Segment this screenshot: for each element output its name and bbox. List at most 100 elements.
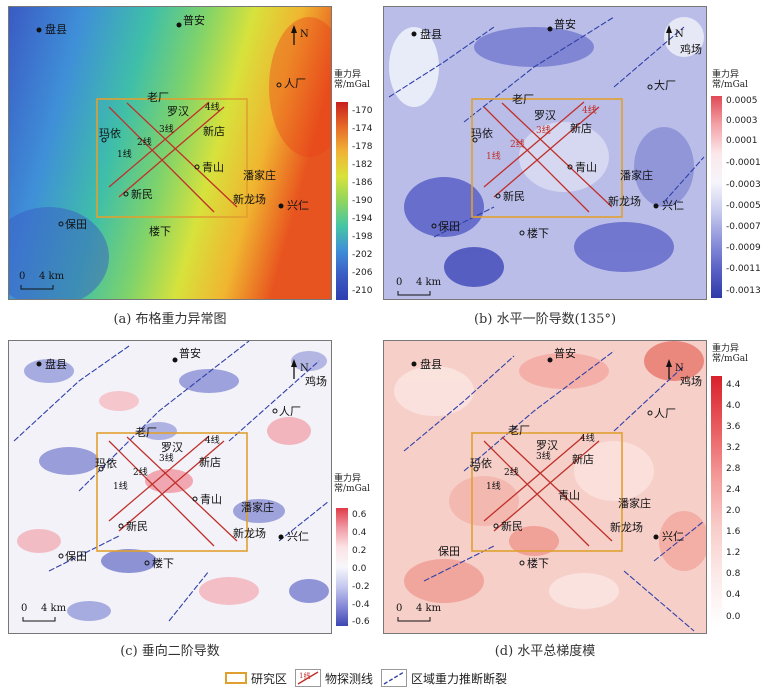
bouguer-map: 盘县 普安 人厂 老厂 罗汉 新店 玛依 青山 潘家庄 新民 新龙场 兴仁 保田… (8, 6, 332, 300)
svg-text:新店: 新店 (572, 452, 594, 466)
svg-text:罗汉: 罗汉 (161, 441, 183, 454)
svg-text:新民: 新民 (126, 519, 148, 533)
svg-text:潘家庄: 潘家庄 (620, 168, 653, 182)
svg-text:0: 0 (19, 271, 25, 282)
svg-text:0: 0 (396, 603, 402, 614)
place-pan: 盘县 (45, 22, 67, 36)
svg-text:潘家庄: 潘家庄 (241, 500, 274, 514)
caption-c: (c) 垂向二阶导数 (120, 644, 220, 659)
svg-text:3线: 3线 (159, 452, 174, 464)
svg-text:普安: 普安 (554, 17, 576, 31)
svg-text:1线: 1线 (486, 480, 501, 492)
svg-text:2线: 2线 (133, 466, 148, 478)
svg-text:1线: 1线 (117, 148, 132, 160)
svg-text:罗汉: 罗汉 (534, 109, 556, 122)
total-gradient-map: 盘县 普安 鸡场 人厂 老厂 罗汉 新店 玛依 青山 潘家庄 新民 新龙场 兴仁… (383, 340, 707, 634)
svg-text:N: N (675, 29, 684, 40)
svg-text:新民: 新民 (503, 189, 525, 203)
colorbar-b (711, 96, 722, 298)
svg-text:3线: 3线 (536, 450, 551, 462)
place-baotian: 保田 (65, 217, 87, 231)
svg-text:0: 0 (396, 277, 402, 288)
colorbar-title-a: 重力异常/mGal (334, 70, 371, 90)
map-legend: 研究区 1线 物探测线 区域重力推断断裂 (225, 667, 507, 689)
place-xindian: 新店 (203, 124, 225, 138)
place-laochang: 老厂 (147, 91, 169, 104)
place-puan: 普安 (183, 13, 205, 27)
colorbar-c (336, 508, 348, 626)
svg-text:4 km: 4 km (416, 277, 442, 288)
svg-text:新龙场: 新龙场 (608, 194, 641, 208)
caption-a: (a) 布格重力异常图 (113, 312, 227, 327)
svg-text:保田: 保田 (438, 219, 460, 233)
place-qingshan: 青山 (202, 161, 224, 174)
svg-text:兴仁: 兴仁 (662, 530, 684, 543)
svg-text:楼下: 楼下 (527, 226, 549, 240)
svg-text:鸡场: 鸡场 (305, 374, 327, 388)
svg-text:2线: 2线 (137, 136, 152, 148)
svg-text:2线: 2线 (504, 466, 519, 478)
colorbar-d (711, 376, 722, 628)
colorbar-a (336, 102, 348, 300)
svg-text:潘家庄: 潘家庄 (618, 496, 651, 510)
place-panjiazhuang: 潘家庄 (243, 168, 276, 182)
svg-text:4线: 4线 (580, 432, 595, 444)
legend-survey-line: 1线 物探测线 (295, 669, 373, 687)
caption-b: (b) 水平一阶导数(135°) (473, 312, 617, 327)
svg-text:兴仁: 兴仁 (287, 530, 309, 543)
svg-text:青山: 青山 (200, 493, 222, 506)
svg-text:N: N (300, 363, 309, 374)
svg-text:盘县: 盘县 (420, 27, 442, 41)
svg-text:新龙场: 新龙场 (610, 520, 643, 534)
vertical-derivative-map: 盘县 普安 鸡场 人厂 老厂 罗汉 新店 玛依 青山 潘家庄 新民 新龙场 兴仁… (8, 340, 332, 634)
svg-text:4 km: 4 km (39, 271, 65, 282)
svg-text:玛依: 玛依 (471, 127, 493, 140)
svg-text:4 km: 4 km (416, 603, 442, 614)
svg-text:楼下: 楼下 (152, 556, 174, 570)
svg-text:保田: 保田 (438, 544, 460, 558)
svg-text:保田: 保田 (65, 549, 87, 563)
svg-text:普安: 普安 (179, 346, 201, 360)
colorbar-title-c: 重力异常/mGal (334, 474, 371, 494)
svg-text:3线: 3线 (159, 123, 174, 135)
svg-text:人厂: 人厂 (279, 405, 301, 418)
svg-text:盘县: 盘县 (45, 357, 67, 371)
horizontal-derivative-map: 盘县 普安 鸡场 大厂 老厂 罗汉 新店 玛依 青山 潘家庄 新民 新龙场 兴仁… (383, 6, 707, 300)
svg-text:盘县: 盘县 (420, 357, 442, 371)
place-xinlongchang: 新龙场 (233, 192, 266, 206)
place-renchang: 人厂 (284, 77, 306, 90)
svg-text:老厂: 老厂 (508, 424, 530, 437)
svg-text:新店: 新店 (199, 455, 221, 469)
svg-text:1线: 1线 (486, 150, 501, 162)
svg-text:大厂: 大厂 (654, 78, 676, 92)
svg-text:青山: 青山 (575, 161, 597, 174)
svg-text:罗汉: 罗汉 (536, 439, 558, 452)
svg-text:玛依: 玛依 (95, 457, 117, 470)
place-mayi: 玛依 (99, 127, 121, 140)
colorbar-title-d: 重力异常/mGal (712, 344, 749, 364)
svg-text:新店: 新店 (570, 121, 592, 135)
legend-study-area: 研究区 (225, 670, 287, 687)
svg-text:玛依: 玛依 (470, 457, 492, 470)
north-arrow: N (291, 25, 309, 45)
svg-text:4线: 4线 (205, 101, 220, 113)
svg-text:鸡场: 鸡场 (680, 374, 702, 388)
svg-text:4 km: 4 km (41, 603, 67, 614)
svg-text:0: 0 (21, 603, 27, 614)
svg-text:人厂: 人厂 (654, 407, 676, 420)
svg-text:3线: 3线 (536, 124, 551, 136)
place-louxia: 楼下 (149, 224, 171, 238)
svg-text:新龙场: 新龙场 (233, 526, 266, 540)
svg-text:青山: 青山 (558, 489, 580, 502)
svg-text:1线: 1线 (113, 480, 128, 492)
svg-text:楼下: 楼下 (527, 556, 549, 570)
place-xinmin: 新民 (131, 187, 153, 201)
svg-text:4线: 4线 (582, 104, 597, 116)
place-luohan: 罗汉 (167, 105, 189, 118)
svg-text:鸡场: 鸡场 (680, 42, 702, 56)
colorbar-title-b: 重力异常/mGal (712, 70, 749, 90)
svg-text:N: N (300, 29, 309, 40)
svg-text:1线: 1线 (299, 671, 310, 680)
svg-text:老厂: 老厂 (135, 426, 157, 439)
svg-text:4线: 4线 (205, 434, 220, 446)
